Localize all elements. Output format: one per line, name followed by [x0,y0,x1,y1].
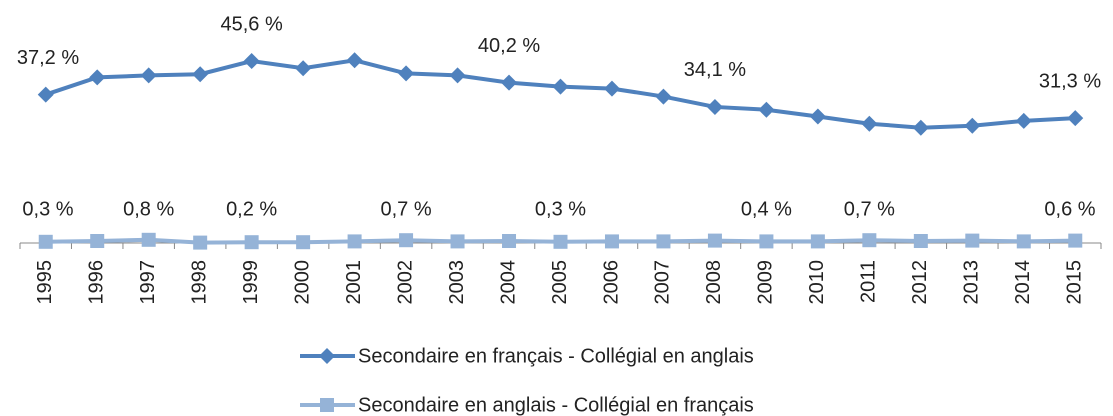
x-tick-label: 1995 [34,260,56,305]
x-tick-label: 2006 [600,260,622,305]
x-tick-label: 1999 [240,260,262,305]
marker [37,86,54,103]
x-tick-label: 2015 [1064,260,1086,305]
x-tick-label: 2003 [446,260,468,305]
marker [1016,234,1031,249]
data-label: 31,3 % [1039,70,1101,92]
x-tick-label: 2000 [291,260,313,305]
legend-label: Secondaire en anglais - Collégial en fra… [358,394,754,416]
marker [1067,110,1084,127]
data-label: 0,2 % [226,198,277,220]
marker [707,233,722,248]
legend-marker [319,348,335,364]
marker [501,74,518,91]
marker [809,108,826,125]
data-label: 45,6 % [221,13,283,35]
marker [656,234,671,249]
data-label: 0,8 % [123,198,174,220]
legend-label: Secondaire en français - Collégial en an… [358,345,754,367]
marker [193,235,208,250]
marker [759,234,774,249]
x-tick-label: 1997 [137,260,159,305]
x-tick-label: 2007 [652,260,674,305]
marker [38,234,53,249]
data-label: 0,7 % [844,198,895,220]
marker [295,60,312,77]
marker [449,67,466,84]
marker [1068,233,1083,248]
legend-marker [320,398,334,412]
x-tick-label: 2013 [961,260,983,305]
marker [604,234,619,249]
data-label: 37,2 % [17,47,79,69]
marker [912,119,929,136]
marker [89,69,106,86]
data-label: 40,2 % [478,35,540,57]
marker [861,115,878,132]
data-label: 0,4 % [741,198,792,220]
marker [603,80,620,97]
x-tick-label: 2012 [909,260,931,305]
marker [862,233,877,248]
marker [655,88,672,105]
marker [758,101,775,118]
x-tick-label: 2004 [497,260,519,305]
x-tick-label: 2005 [549,260,571,305]
marker [243,53,260,70]
x-tick-label: 2008 [703,260,725,305]
x-tick-label: 1996 [85,260,107,305]
data-label: 34,1 % [684,59,746,81]
data-label: 0,7 % [380,198,431,220]
marker [140,67,157,84]
marker [347,234,362,249]
marker [706,98,723,115]
marker [913,234,928,249]
marker [1015,112,1032,129]
marker [90,234,105,249]
marker [398,65,415,82]
marker [346,52,363,69]
data-label: 0,3 % [22,198,73,220]
x-tick-label: 2002 [394,260,416,305]
marker [192,66,209,83]
marker [450,234,465,249]
marker [141,232,156,247]
marker [965,233,980,248]
marker [810,234,825,249]
marker [399,233,414,248]
x-tick-label: 2010 [806,260,828,305]
data-label: 0,3 % [535,198,586,220]
x-tick-label: 2009 [755,260,777,305]
x-tick-label: 2011 [858,260,880,303]
x-tick-label: 2001 [343,260,365,305]
marker [502,234,517,249]
x-tick-label: 2014 [1012,260,1034,305]
marker [296,235,311,250]
marker [244,235,259,250]
data-label: 0,6 % [1044,198,1095,220]
marker [553,234,568,249]
marker [552,78,569,95]
marker [964,117,981,134]
x-tick-label: 1998 [188,260,210,305]
